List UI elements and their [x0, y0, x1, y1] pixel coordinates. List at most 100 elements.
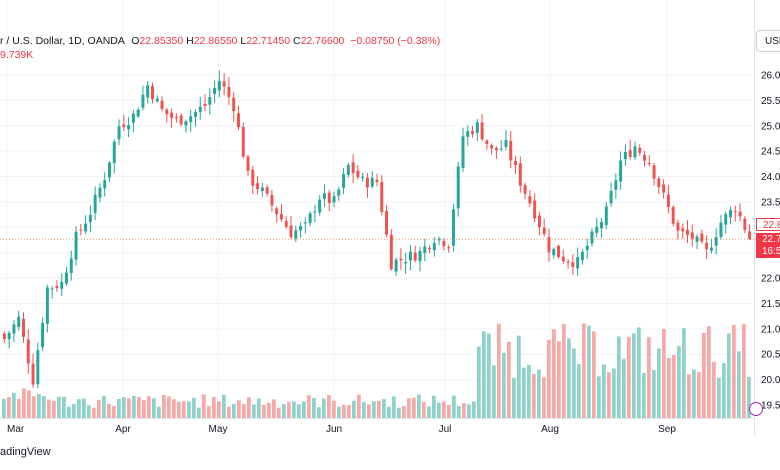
candle-body	[643, 154, 646, 161]
volume-bar	[497, 323, 501, 418]
candle-body	[380, 181, 384, 212]
volume-bar	[732, 325, 736, 418]
volume-bar	[442, 401, 446, 418]
volume-bar	[172, 399, 176, 418]
candle-body	[686, 229, 689, 235]
volume-bar	[627, 336, 631, 418]
volume-bar	[712, 361, 716, 418]
y-tick-label: 25.5	[761, 96, 780, 107]
candle-body	[552, 249, 556, 256]
candle-body	[447, 247, 451, 249]
candle-body	[60, 281, 64, 289]
candle-body	[122, 124, 126, 128]
candle-body	[523, 185, 527, 194]
candle-body	[509, 140, 513, 161]
close-label: C	[292, 35, 301, 47]
volume-bar	[427, 406, 431, 418]
volume-bar	[397, 407, 401, 418]
candle-body	[131, 113, 135, 123]
volume-bar	[92, 407, 96, 418]
candles	[2, 70, 752, 389]
volume-bar	[147, 396, 151, 418]
candle-body	[208, 97, 212, 105]
candle-body	[179, 115, 183, 125]
candle-body	[714, 237, 718, 246]
candle-body	[432, 243, 436, 251]
volume-bar	[407, 398, 411, 418]
candle-body	[494, 147, 498, 151]
volume-bar	[562, 324, 566, 418]
candle-body	[55, 286, 59, 289]
candle-body	[236, 113, 240, 128]
y-tick-label: 26.0	[761, 71, 780, 82]
volume-bar	[227, 406, 231, 418]
volume-bar	[77, 399, 81, 418]
candle-body	[461, 136, 465, 169]
candle-body	[270, 195, 274, 206]
candle-body	[729, 209, 732, 218]
candle-body	[600, 221, 604, 229]
candle-body	[719, 222, 723, 237]
candle-body	[217, 80, 221, 91]
volume-bar	[47, 399, 51, 418]
candle-body	[146, 85, 150, 98]
volume-bar	[87, 405, 91, 418]
candle-body	[141, 94, 145, 108]
volume-bar	[292, 401, 296, 418]
candle-body	[69, 258, 73, 274]
candle-body	[724, 214, 728, 225]
volume-bar	[162, 395, 166, 418]
candle-body	[542, 227, 546, 235]
candle-body	[327, 192, 331, 204]
candle-body	[136, 109, 140, 117]
current-price-tag: 22.7	[756, 233, 780, 246]
candle-body	[518, 163, 522, 186]
volume-bar	[362, 402, 366, 418]
candle-body	[88, 214, 92, 222]
y-tick-label: 25.0	[761, 121, 780, 132]
candle-body	[580, 251, 584, 261]
volume-bar	[422, 401, 426, 418]
time-axis[interactable]: Mar Apr May Jun Jul Aug Sep	[7, 424, 676, 435]
currency-unit-button[interactable]: USD	[756, 30, 780, 52]
volume-bar	[42, 395, 46, 418]
volume-bar	[157, 406, 161, 418]
volume-bar	[572, 348, 576, 418]
volume-bar	[642, 372, 646, 418]
candle-body	[528, 196, 532, 204]
x-tick-label: May	[209, 424, 228, 435]
candle-body	[647, 163, 651, 165]
candle-body	[504, 140, 508, 147]
low-label: L	[240, 35, 247, 47]
candle-body	[322, 193, 326, 199]
volume-bar	[257, 398, 261, 418]
volume-bar	[272, 399, 276, 418]
x-tick-label: Sep	[658, 424, 676, 435]
volume-scale-icon[interactable]	[749, 402, 763, 416]
volume-bar	[437, 402, 441, 418]
volume-bar	[322, 398, 326, 418]
volume-bar	[382, 398, 386, 418]
volume-bar	[687, 374, 691, 418]
candle-body	[308, 213, 312, 223]
candle-body	[451, 209, 455, 246]
candle-body	[418, 251, 422, 262]
volume-bar	[312, 398, 316, 418]
candle-body	[413, 252, 417, 261]
candle-body	[160, 100, 164, 109]
volume-bar	[282, 404, 286, 418]
volume-bar	[37, 393, 41, 418]
volume-bar	[277, 407, 281, 418]
volume-bar	[587, 325, 591, 418]
candle-body	[547, 237, 551, 253]
volume-bar	[742, 324, 746, 418]
volume-bar	[747, 376, 751, 418]
ohlc-legend: r / U.S. Dollar, 1D, OANDA O22.85350 H22…	[0, 35, 440, 47]
candle-body	[31, 363, 35, 385]
volume-bar	[112, 406, 116, 418]
volume-bar	[662, 329, 666, 418]
y-tick-label: 21.5	[761, 299, 780, 310]
candle-body	[514, 160, 518, 166]
candle-body	[213, 87, 217, 95]
